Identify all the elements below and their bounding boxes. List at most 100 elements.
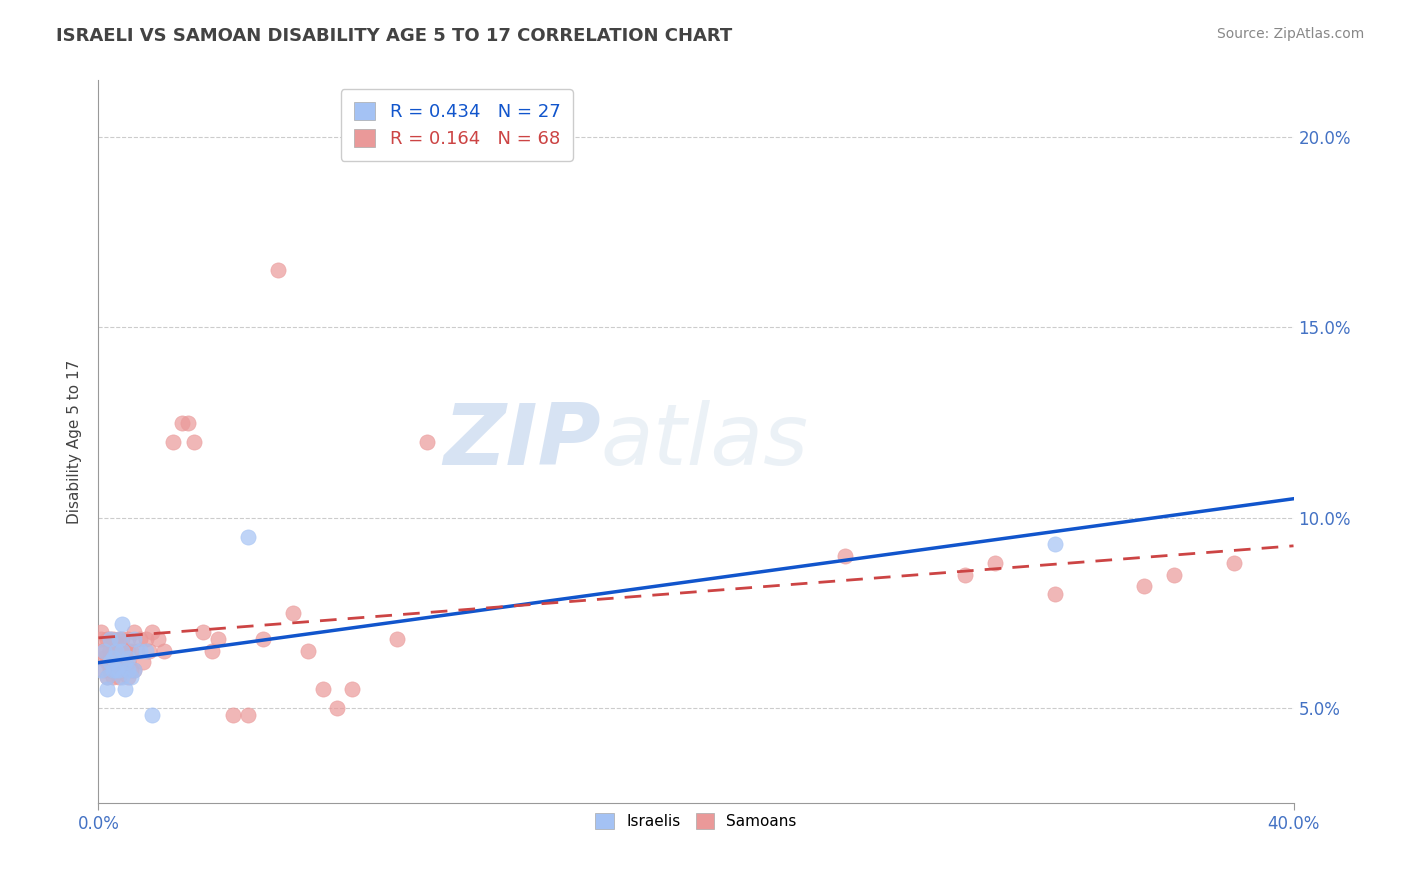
Point (148, 632, 170, 647)
Legend: Israelis, Samoans: Israelis, Samoans (586, 805, 806, 838)
Point (105, 643, 128, 657)
Point (120, 643, 142, 657)
Point (141, 624, 163, 639)
Point (98, 655, 122, 669)
Point (93, 663, 115, 677)
Point (105, 651, 128, 665)
Point (1163, 567, 1185, 582)
Point (98, 663, 122, 677)
Point (162, 434, 184, 449)
Point (135, 643, 157, 657)
Point (127, 643, 149, 657)
Point (114, 643, 136, 657)
Point (153, 643, 176, 657)
Point (108, 632, 131, 647)
Point (108, 632, 131, 647)
Point (117, 643, 139, 657)
Point (124, 624, 146, 639)
Point (191, 624, 214, 639)
Text: Source: ZipAtlas.com: Source: ZipAtlas.com (1216, 27, 1364, 41)
Point (108, 663, 131, 677)
Point (98, 632, 122, 647)
Point (90, 643, 112, 657)
Point (1223, 556, 1246, 570)
Point (342, 681, 364, 696)
Point (103, 655, 125, 669)
Point (183, 434, 205, 449)
Text: ISRAELI VS SAMOAN DISABILITY AGE 5 TO 17 CORRELATION CHART: ISRAELI VS SAMOAN DISABILITY AGE 5 TO 17… (56, 27, 733, 45)
Point (124, 632, 146, 647)
Point (117, 663, 139, 677)
Point (129, 632, 152, 647)
Point (135, 632, 157, 647)
Point (129, 643, 152, 657)
Point (201, 643, 224, 657)
Point (111, 643, 134, 657)
Point (90, 632, 112, 647)
Point (108, 655, 131, 669)
Point (326, 700, 349, 714)
Point (311, 681, 333, 696)
Point (98, 643, 122, 657)
Point (111, 632, 134, 647)
Point (141, 708, 163, 723)
Y-axis label: Disability Age 5 to 17: Disability Age 5 to 17 (67, 359, 83, 524)
Point (252, 632, 274, 647)
Point (90, 624, 112, 639)
Point (114, 681, 136, 696)
Point (108, 670, 131, 684)
Point (120, 663, 142, 677)
Point (103, 663, 125, 677)
Point (96, 632, 118, 647)
Point (117, 651, 139, 665)
Point (132, 655, 155, 669)
Point (177, 416, 200, 430)
Point (98, 632, 122, 647)
Point (103, 632, 125, 647)
Point (117, 632, 139, 647)
Point (96, 670, 118, 684)
Point (953, 567, 976, 582)
Point (96, 655, 118, 669)
Point (124, 663, 146, 677)
Point (96, 670, 118, 684)
Point (93, 651, 115, 665)
Point (236, 708, 259, 723)
Point (103, 643, 125, 657)
Point (222, 708, 245, 723)
Point (105, 663, 128, 677)
Point (236, 530, 259, 544)
Point (416, 434, 439, 449)
Point (834, 549, 856, 563)
Point (117, 655, 139, 669)
Point (111, 663, 134, 677)
Point (1043, 537, 1066, 551)
Point (111, 670, 134, 684)
Text: atlas: atlas (600, 400, 808, 483)
Point (105, 636, 128, 650)
Point (96, 681, 118, 696)
Point (281, 606, 304, 620)
Point (1043, 587, 1066, 601)
Point (1133, 579, 1156, 593)
Point (267, 263, 290, 277)
Point (111, 648, 134, 662)
Point (90, 663, 112, 677)
Text: ZIP: ZIP (443, 400, 600, 483)
Point (111, 617, 134, 632)
Point (114, 655, 136, 669)
Point (385, 632, 409, 647)
Point (120, 670, 142, 684)
Point (105, 663, 128, 677)
Point (297, 643, 319, 657)
Point (207, 632, 229, 647)
Point (117, 670, 139, 684)
Point (103, 651, 125, 665)
Point (93, 643, 115, 657)
Point (93, 643, 115, 657)
Point (984, 556, 1007, 570)
Point (124, 663, 146, 677)
Point (103, 670, 125, 684)
Point (138, 643, 160, 657)
Point (114, 655, 136, 669)
